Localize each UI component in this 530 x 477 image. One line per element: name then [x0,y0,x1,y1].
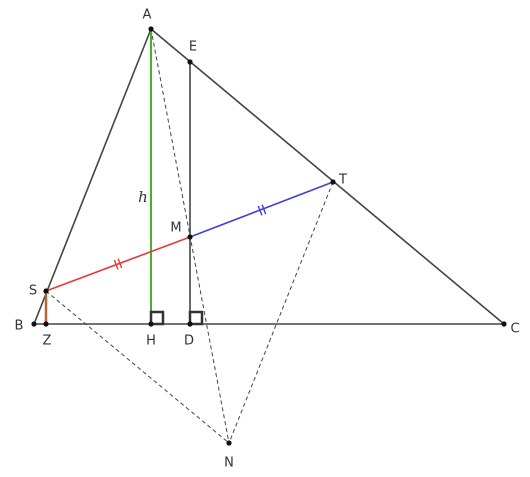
point-label: Z [43,334,52,349]
segment-mt [189,181,334,238]
side-ac [150,28,505,325]
point [187,234,193,240]
point [148,321,154,327]
point [226,440,232,446]
point-label: N [224,456,234,471]
point-label: A [143,8,152,23]
point-label: D [184,334,194,349]
dashed-line [45,290,230,444]
point-label: S [29,284,37,299]
point [501,321,507,327]
tick-marks [113,258,123,270]
point [187,321,193,327]
labels: A E T M S B Z H D C N h [15,8,520,471]
side-ab [33,28,152,325]
point-label: H [146,334,156,349]
height-label: h [138,188,148,206]
point [43,321,49,327]
point-label: M [170,221,181,236]
point-label: T [338,173,347,188]
right-angle [188,310,204,326]
point-label: E [189,40,197,55]
point [43,288,49,294]
point [187,59,193,65]
point-label: C [510,322,519,337]
point-label: B [15,319,24,334]
point [31,321,37,327]
point [330,179,336,185]
right-angle [149,310,165,326]
segment-sm [45,236,191,292]
point [148,26,154,32]
dashed-line [228,181,334,444]
points [31,26,507,446]
tick-marks [257,204,267,216]
triangle [33,28,505,325]
